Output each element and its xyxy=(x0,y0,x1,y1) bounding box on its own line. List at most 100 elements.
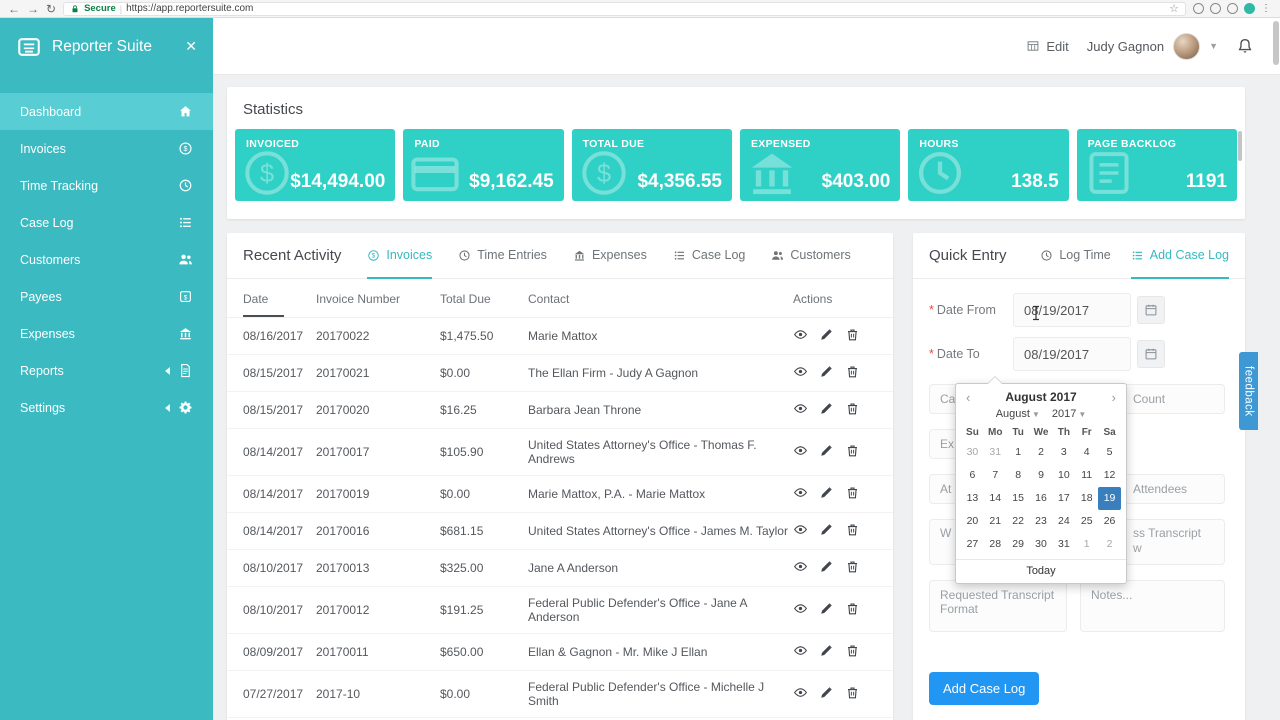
edit-invoice-button[interactable] xyxy=(819,485,834,500)
date-to-calendar-button[interactable] xyxy=(1137,340,1165,368)
sidebar-item-reports[interactable]: Reports xyxy=(0,352,213,389)
calendar-prev-icon[interactable]: ‹ xyxy=(966,389,971,405)
delete-invoice-button[interactable] xyxy=(845,643,860,658)
calendar-day[interactable]: 13 xyxy=(966,492,979,504)
calendar-day[interactable]: 16 xyxy=(1035,492,1047,504)
sidebar-item-settings[interactable]: Settings xyxy=(0,389,213,426)
date-from-calendar-button[interactable] xyxy=(1137,296,1165,324)
view-invoice-button[interactable] xyxy=(793,443,808,458)
calendar-day[interactable]: 10 xyxy=(1058,469,1070,481)
calendar-today-button[interactable]: Today xyxy=(956,559,1126,583)
view-invoice-button[interactable] xyxy=(793,327,808,342)
column-header-total-due[interactable]: Total Due xyxy=(440,279,528,318)
browser-menu-icon[interactable]: ⋮ xyxy=(1261,3,1272,14)
sidebar-item-payees[interactable]: Payees xyxy=(0,278,213,315)
view-invoice-button[interactable] xyxy=(793,559,808,574)
calendar-day[interactable]: 1 xyxy=(1083,538,1090,550)
edit-invoice-button[interactable] xyxy=(819,327,834,342)
extension-icon[interactable] xyxy=(1227,3,1238,14)
calendar-day[interactable]: 4 xyxy=(1083,446,1090,458)
avatar[interactable] xyxy=(1173,32,1201,60)
date-to-input[interactable] xyxy=(1013,337,1131,371)
calendar-day-selected[interactable]: 19 xyxy=(1098,487,1121,510)
delete-invoice-button[interactable] xyxy=(845,522,860,537)
delete-invoice-button[interactable] xyxy=(845,485,860,500)
sidebar-item-customers[interactable]: Customers xyxy=(0,241,213,278)
edit-invoice-button[interactable] xyxy=(819,522,834,537)
calendar-day[interactable]: 31 xyxy=(989,446,1002,458)
stats-scrollbar[interactable] xyxy=(1238,131,1242,161)
edit-invoice-button[interactable] xyxy=(819,559,834,574)
calendar-day[interactable]: 8 xyxy=(1015,469,1022,481)
view-invoice-button[interactable] xyxy=(793,401,808,416)
calendar-day[interactable]: 14 xyxy=(989,492,1002,504)
calendar-day[interactable]: 25 xyxy=(1080,515,1093,527)
calendar-day[interactable]: 30 xyxy=(966,446,979,458)
forward-button[interactable]: → xyxy=(27,1,39,16)
delete-invoice-button[interactable] xyxy=(845,685,860,700)
sidebar-item-invoices[interactable]: Invoices xyxy=(0,130,213,167)
calendar-day[interactable]: 2 xyxy=(1106,538,1113,550)
calendar-year-select[interactable]: 2017 ▼ xyxy=(1051,408,1087,420)
edit-invoice-button[interactable] xyxy=(819,685,834,700)
page-scrollbar[interactable] xyxy=(1273,21,1279,65)
calendar-day[interactable]: 1 xyxy=(1015,446,1022,458)
column-header-contact[interactable]: Contact xyxy=(528,279,793,318)
refresh-button[interactable]: ↻ xyxy=(46,1,57,16)
notes-input[interactable]: Notes... xyxy=(1080,580,1225,632)
calendar-day[interactable]: 28 xyxy=(989,538,1002,550)
requested-transcript-format-input[interactable]: Requested Transcript Format xyxy=(929,580,1067,632)
calendar-day[interactable]: 21 xyxy=(989,515,1002,527)
calendar-day[interactable]: 31 xyxy=(1058,538,1070,550)
bookmark-star-icon[interactable]: ☆ xyxy=(1169,3,1179,15)
address-bar[interactable]: Secure | https://app.reportersuite.com ☆ xyxy=(63,1,1186,16)
calendar-day[interactable]: 20 xyxy=(966,515,979,527)
view-invoice-button[interactable] xyxy=(793,643,808,658)
calendar-day[interactable]: 5 xyxy=(1106,446,1113,458)
edit-invoice-button[interactable] xyxy=(819,401,834,416)
calendar-day[interactable]: 24 xyxy=(1058,515,1070,527)
activity-tab-time-entries[interactable]: Time Entries xyxy=(458,233,547,279)
activity-tab-expenses[interactable]: Expenses xyxy=(573,233,647,279)
calendar-day[interactable]: 7 xyxy=(992,469,999,481)
view-invoice-button[interactable] xyxy=(793,364,808,379)
column-header-date[interactable]: Date xyxy=(227,279,316,318)
calendar-day[interactable]: 30 xyxy=(1035,538,1047,550)
user-menu[interactable]: Judy Gagnon ▼ xyxy=(1087,32,1218,60)
delete-invoice-button[interactable] xyxy=(845,443,860,458)
delete-invoice-button[interactable] xyxy=(845,401,860,416)
view-invoice-button[interactable] xyxy=(793,522,808,537)
sidebar-item-time-tracking[interactable]: Time Tracking xyxy=(0,167,213,204)
calendar-day[interactable]: 27 xyxy=(966,538,979,550)
calendar-day[interactable]: 23 xyxy=(1035,515,1047,527)
extension-icon[interactable] xyxy=(1193,3,1204,14)
activity-tab-case-log[interactable]: Case Log xyxy=(673,233,745,279)
delete-invoice-button[interactable] xyxy=(845,601,860,616)
calendar-day[interactable]: 17 xyxy=(1058,492,1070,504)
quick-entry-tab-log-time[interactable]: Log Time xyxy=(1040,233,1111,279)
sidebar-item-dashboard[interactable]: Dashboard xyxy=(0,93,213,130)
edit-invoice-button[interactable] xyxy=(819,643,834,658)
delete-invoice-button[interactable] xyxy=(845,327,860,342)
sidebar-item-case-log[interactable]: Case Log xyxy=(0,204,213,241)
calendar-day[interactable]: 26 xyxy=(1103,515,1116,527)
edit-button[interactable]: Edit xyxy=(1026,39,1069,54)
delete-invoice-button[interactable] xyxy=(845,559,860,574)
calendar-month-select[interactable]: August ▼ xyxy=(995,408,1040,420)
edit-invoice-button[interactable] xyxy=(819,601,834,616)
calendar-day[interactable]: 2 xyxy=(1038,446,1044,458)
column-header-invoice-number[interactable]: Invoice Number xyxy=(316,279,440,318)
view-invoice-button[interactable] xyxy=(793,685,808,700)
extension-icon[interactable] xyxy=(1210,3,1221,14)
activity-tab-invoices[interactable]: Invoices xyxy=(367,233,433,279)
edit-invoice-button[interactable] xyxy=(819,443,834,458)
view-invoice-button[interactable] xyxy=(793,601,808,616)
activity-tab-customers[interactable]: Customers xyxy=(771,233,851,279)
calendar-next-icon[interactable]: › xyxy=(1111,389,1116,405)
calendar-day[interactable]: 12 xyxy=(1103,469,1116,481)
feedback-tab[interactable]: feedback xyxy=(1239,352,1258,430)
sidebar-close-icon[interactable]: ✕ xyxy=(185,38,197,54)
date-from-input[interactable] xyxy=(1013,293,1131,327)
calendar-day[interactable]: 15 xyxy=(1012,492,1024,504)
calendar-day[interactable]: 18 xyxy=(1080,492,1093,504)
